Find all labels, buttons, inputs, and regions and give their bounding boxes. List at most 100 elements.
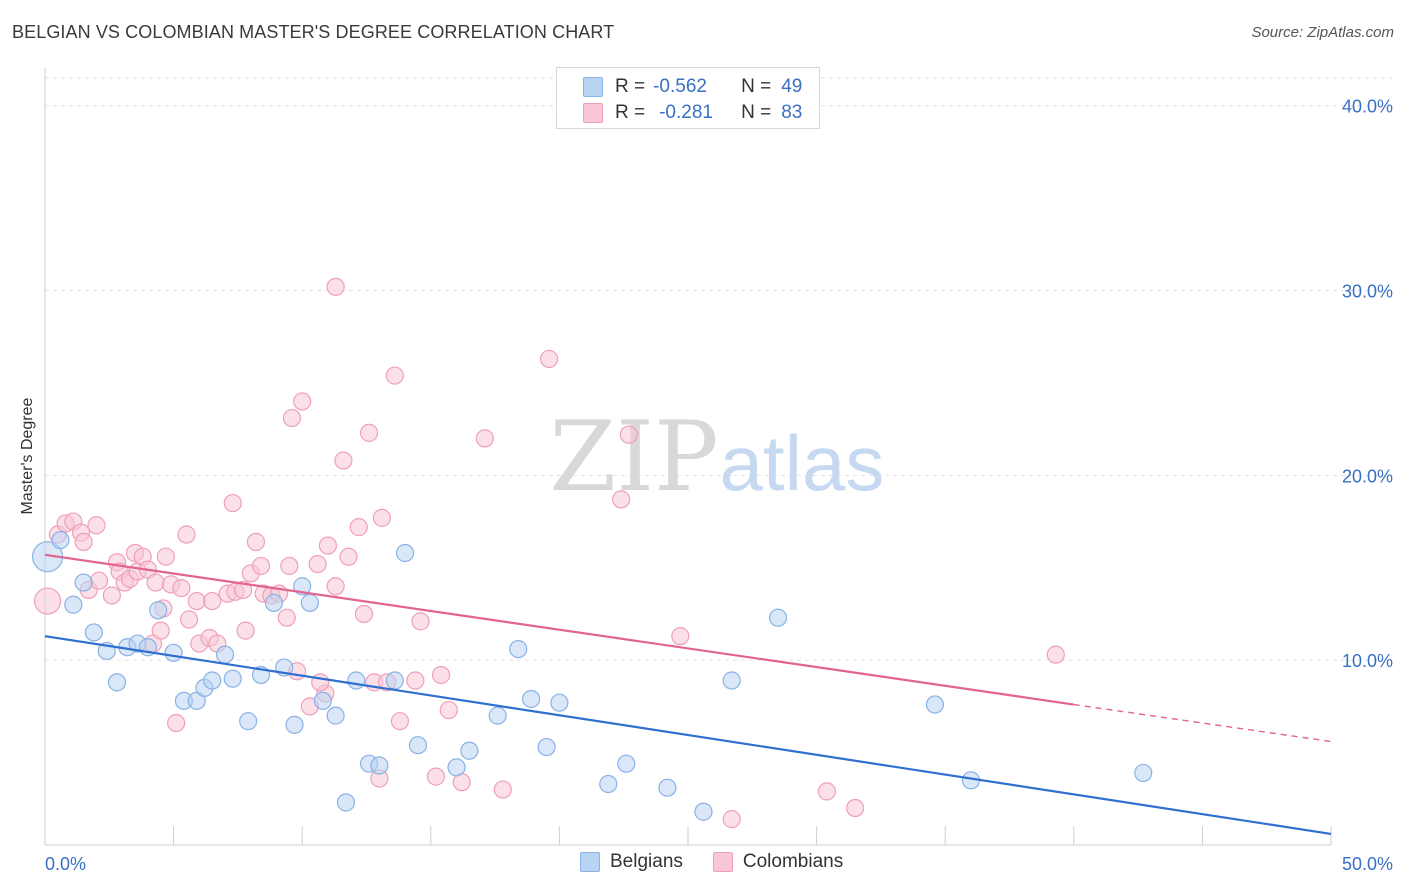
stat-row-belgians: R = -0.562 N = 49 <box>583 74 802 100</box>
colombian-point <box>326 577 345 596</box>
colombian-point <box>89 571 109 590</box>
colombian-point <box>203 591 222 611</box>
y-tick-label: 30.0% <box>1342 282 1393 302</box>
belgian-point <box>300 593 320 612</box>
colombians-swatch <box>712 852 733 872</box>
colombian-point <box>167 713 186 733</box>
colombian-point <box>187 591 206 611</box>
watermark-atlas: atlas <box>720 419 885 507</box>
belgian-point <box>722 671 741 690</box>
colombian-point <box>354 604 374 624</box>
chart-title: BELGIAN VS COLOMBIAN MASTER'S DEGREE COR… <box>12 22 615 42</box>
stat-row-colombians: R = -0.281 N = 83 <box>583 100 802 126</box>
colombian-point <box>102 586 121 605</box>
x-tick-label: 0.0% <box>45 854 86 874</box>
colombian-point <box>282 408 302 428</box>
series-legend: Belgians Colombians <box>580 851 873 873</box>
belgian-point <box>599 774 618 794</box>
colombian-point <box>293 392 312 411</box>
tick-labels: 10.0% 20.0% 30.0% 40.0% 0.0% 50.0% <box>45 97 1393 874</box>
colombian-point <box>223 493 242 513</box>
belgian-point <box>285 715 304 734</box>
colombian-point <box>406 671 425 690</box>
belgian-point <box>313 691 332 710</box>
y-tick-label: 40.0% <box>1342 97 1393 117</box>
colombians-trend-line <box>44 553 1074 706</box>
belgians-trend-line <box>44 635 1332 835</box>
belgian-point <box>326 706 345 725</box>
belgian-point <box>460 741 479 760</box>
watermark-zip: ZIP <box>549 401 718 513</box>
colombian-point <box>1046 645 1065 664</box>
belgian-point <box>658 778 677 797</box>
belgian-point <box>64 595 83 614</box>
colombian-point <box>439 700 458 720</box>
colombian-point <box>431 665 451 685</box>
axes-layer <box>44 68 1332 846</box>
colombian-point <box>722 810 741 829</box>
colombian-point <box>177 525 196 544</box>
r-value: -0.562 <box>653 76 707 97</box>
colombian-point <box>246 532 266 551</box>
belgian-point <box>395 543 415 563</box>
stat-legend: R = -0.562 N = 49 R = -0.281 N = 83 <box>556 67 820 129</box>
legend-item-colombians: Colombians <box>712 851 844 873</box>
belgians-points <box>31 530 1153 821</box>
y-tick-label: 10.0% <box>1342 651 1393 671</box>
colombian-point <box>817 782 836 801</box>
x-tick-label: 50.0% <box>1342 854 1393 874</box>
colombian-point <box>236 621 255 640</box>
belgian-point <box>203 671 222 690</box>
colombian-point <box>251 556 271 576</box>
belgian-point <box>74 573 93 592</box>
colombian-point <box>179 610 199 629</box>
colombian-point <box>318 536 338 555</box>
watermark: ZIP atlas <box>549 401 884 513</box>
legend-label-belgians: Belgians <box>610 851 683 872</box>
belgian-point <box>347 671 366 690</box>
n-value: 83 <box>781 102 803 123</box>
colombian-point <box>385 366 404 385</box>
trend-lines <box>44 553 1332 835</box>
r-label: R = <box>615 102 646 123</box>
colombian-point <box>612 490 631 509</box>
belgian-point <box>694 802 713 821</box>
belgian-point <box>149 601 168 620</box>
belgian-point <box>385 671 404 690</box>
colombians-swatch <box>583 103 603 123</box>
y-tick-label: 20.0% <box>1342 466 1393 486</box>
colombian-point <box>619 425 638 444</box>
colombian-point <box>390 712 410 731</box>
belgians-swatch <box>580 852 600 872</box>
colombian-point <box>334 451 353 470</box>
belgian-point <box>215 645 235 664</box>
belgian-point <box>239 712 258 731</box>
colombian-point <box>33 587 62 615</box>
colombian-point <box>172 579 191 598</box>
colombian-point <box>326 277 345 296</box>
colombian-point <box>349 518 368 537</box>
belgian-point <box>925 695 945 714</box>
belgian-point <box>522 689 541 709</box>
belgian-point <box>537 737 556 757</box>
n-value: 49 <box>781 76 803 97</box>
colombian-point <box>540 349 559 369</box>
n-label: N = <box>741 102 772 123</box>
colombians-trend-extension <box>1073 703 1332 743</box>
belgian-point <box>293 577 312 596</box>
n-label: N = <box>741 76 772 97</box>
colombian-point <box>339 547 358 566</box>
colombian-point <box>372 508 392 527</box>
y-axis-title: Master's Degree <box>19 397 36 515</box>
colombian-point <box>146 573 165 592</box>
legend-label-colombians: Colombians <box>742 851 844 872</box>
belgian-point <box>488 706 507 725</box>
belgian-point <box>223 669 242 688</box>
colombian-point <box>87 516 106 535</box>
belgian-point <box>447 758 466 777</box>
colombian-point <box>151 621 170 640</box>
belgian-point <box>768 608 788 627</box>
legend-item-belgians: Belgians <box>580 851 683 873</box>
colombian-point <box>359 423 379 442</box>
r-value: -0.281 <box>659 102 713 123</box>
